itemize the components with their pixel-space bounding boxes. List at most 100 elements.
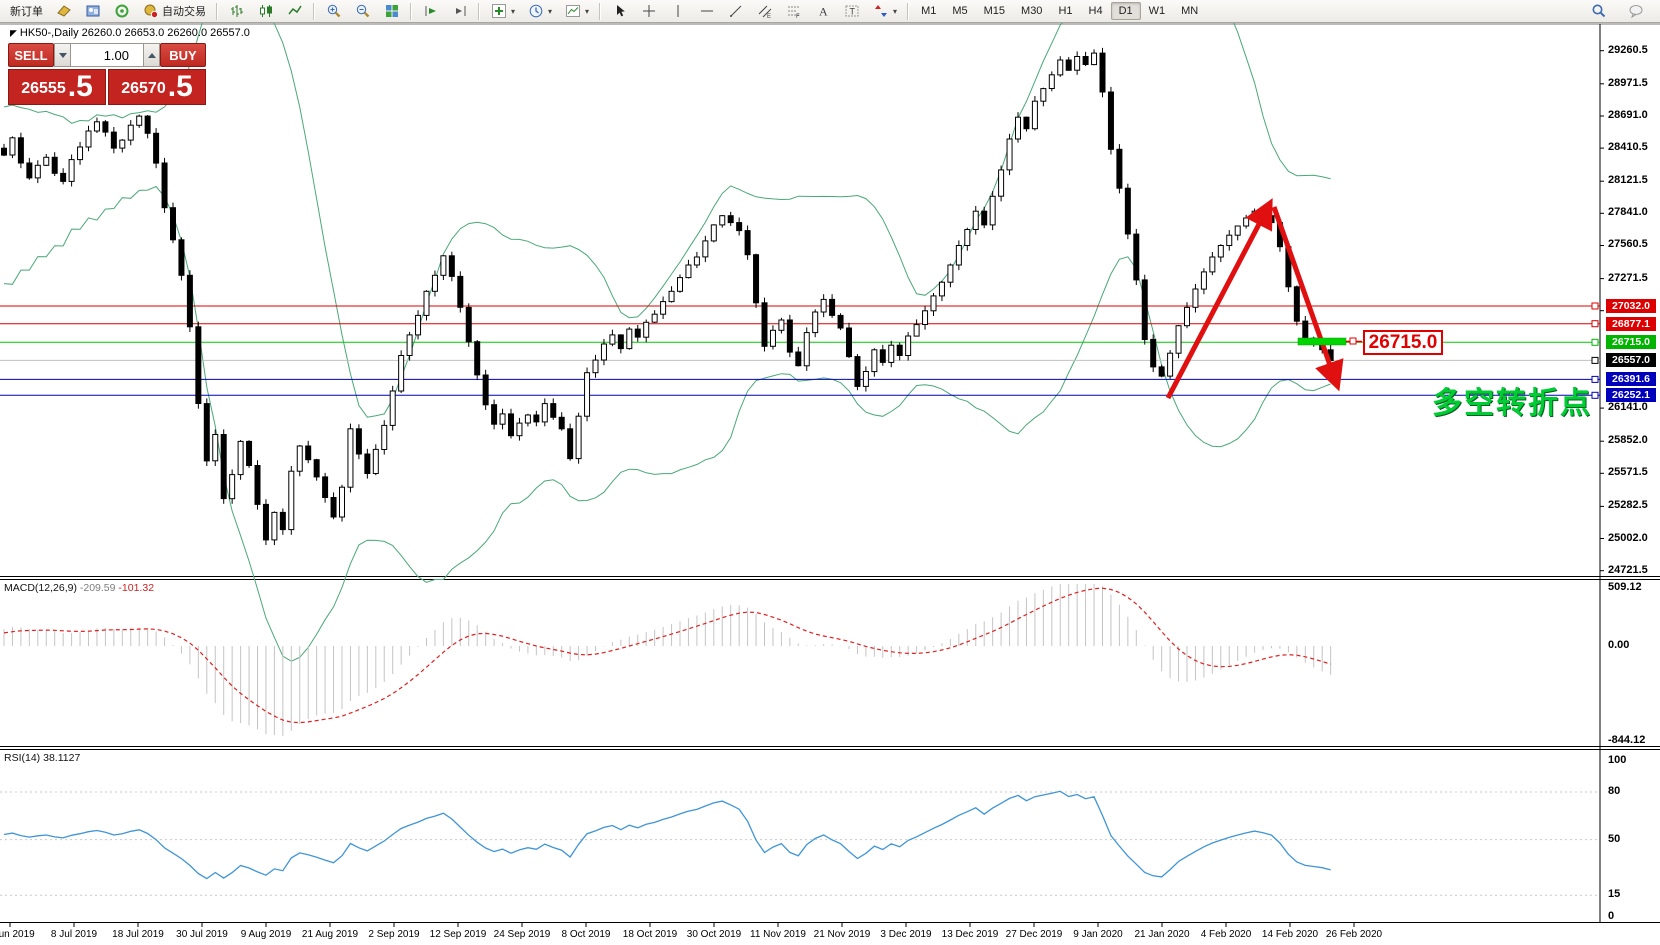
level-line-handle[interactable] — [1591, 391, 1599, 399]
price-axis-tick-label: 28971.5 — [1608, 76, 1648, 89]
data-window-button[interactable] — [78, 2, 107, 20]
callout-connector-handle[interactable] — [1349, 337, 1357, 345]
macd-signal-line — [3, 587, 1331, 724]
toolbar-separator — [599, 2, 602, 20]
level-line-handle[interactable] — [1591, 375, 1599, 383]
timeframe-button-m5[interactable]: M5 — [952, 5, 968, 17]
candle-body — [313, 459, 320, 478]
candle-body — [879, 349, 886, 363]
candle-body — [677, 277, 683, 292]
candle-body — [1243, 217, 1250, 227]
tile-windows-button[interactable] — [377, 2, 406, 20]
templates-button[interactable]: ▾ — [558, 2, 595, 20]
candle-body — [820, 298, 827, 313]
timeframe-button-d1[interactable]: D1 — [1110, 2, 1141, 20]
crosshair-button[interactable] — [634, 2, 663, 20]
market-watch-button[interactable] — [49, 2, 78, 20]
chart-title-text: HK50-,Daily 26260.0 26653.0 26260.0 2655… — [19, 27, 250, 39]
price-level-badge: 26557.0 — [1606, 353, 1656, 368]
candle-body — [1040, 88, 1047, 102]
arrows-button[interactable]: ▾ — [866, 2, 903, 20]
candle-body — [736, 222, 743, 232]
candle-body — [398, 355, 405, 392]
timeframe-button-m15[interactable]: M15 — [983, 5, 1006, 17]
candles-chart-button[interactable] — [251, 2, 280, 20]
candle-body — [431, 274, 438, 292]
periods-button[interactable]: ▾ — [521, 2, 558, 20]
candle-body — [854, 356, 861, 387]
candle-body — [600, 343, 607, 361]
text-label-button[interactable]: T — [837, 2, 866, 20]
sell-price[interactable]: 26555 .5 — [8, 69, 106, 105]
svg-text:E: E — [767, 14, 771, 19]
zoom-in-button[interactable] — [319, 2, 348, 20]
horizontal-line-button[interactable] — [692, 2, 721, 20]
candle-body — [119, 139, 126, 149]
text-button[interactable]: A — [808, 2, 837, 20]
up-triangle-icon — [147, 52, 156, 58]
volume-decrease-button[interactable] — [54, 43, 71, 67]
timeframe-button-h1[interactable]: H1 — [1058, 5, 1073, 17]
level-line-handle[interactable] — [1591, 356, 1599, 364]
indicators-button[interactable]: ▾ — [484, 2, 521, 20]
price-axis-tick-label: 24721.5 — [1608, 563, 1648, 576]
sell-button[interactable]: SELL — [8, 43, 54, 67]
candle-body — [1200, 271, 1207, 290]
text-label-icon: T — [843, 3, 860, 20]
date-axis-label: 8 Oct 2019 — [561, 929, 611, 940]
chevron-down-icon: ▾ — [511, 6, 516, 16]
chat-button[interactable] — [1621, 2, 1650, 20]
auto-scroll-button[interactable] — [416, 2, 445, 20]
new-order-button[interactable]: 新订单 — [10, 6, 43, 18]
level-line-handle[interactable] — [1591, 302, 1599, 310]
price-callout-label[interactable]: 26715.0 — [1363, 330, 1443, 355]
candle-body — [381, 424, 388, 450]
volume-input[interactable] — [71, 43, 143, 67]
candle-body — [389, 390, 396, 426]
timeframe-button-w1[interactable]: W1 — [1148, 5, 1166, 17]
candle-body — [110, 131, 117, 149]
volume-increase-button[interactable] — [143, 43, 160, 67]
candle-body — [1015, 116, 1021, 140]
candle-body — [702, 240, 709, 258]
fibonacci-button[interactable]: F — [779, 2, 808, 20]
chart-shift-button[interactable] — [445, 2, 474, 20]
candle-body — [415, 314, 422, 336]
candle-body — [364, 453, 371, 474]
cursor-button[interactable] — [605, 2, 634, 20]
price-axis-tick-label: 25002.0 — [1608, 531, 1648, 544]
candle-body — [972, 210, 979, 230]
candle-body — [1099, 52, 1106, 93]
level-line-handle[interactable] — [1591, 338, 1599, 346]
candle-body — [829, 298, 836, 316]
candle-body — [1184, 306, 1190, 327]
trendline-button[interactable] — [721, 2, 750, 20]
candle-body — [812, 311, 819, 334]
date-axis-label: 18 Oct 2019 — [622, 929, 678, 940]
buy-price[interactable]: 26570 .5 — [108, 69, 206, 105]
signals-button[interactable] — [107, 2, 136, 20]
zoom-out-icon — [354, 3, 371, 20]
toolbar-separator — [313, 2, 315, 20]
vertical-line-button[interactable] — [663, 2, 692, 20]
zoom-out-button[interactable] — [348, 2, 377, 20]
line-chart-button[interactable] — [280, 2, 309, 20]
equidistant-channel-button[interactable]: E — [750, 2, 779, 20]
candle-body — [710, 224, 717, 242]
auto-trading-button[interactable]: 自动交易 — [136, 2, 212, 20]
timeframe-button-mn[interactable]: MN — [1181, 5, 1199, 17]
equidistant-channel-icon: E — [756, 3, 773, 20]
bars-chart-button[interactable] — [222, 2, 251, 20]
timeframe-button-m1[interactable]: M1 — [921, 5, 937, 17]
timeframe-button-m30[interactable]: M30 — [1021, 5, 1043, 17]
level-line-handle[interactable] — [1591, 320, 1599, 328]
timeframe-button-h4[interactable]: H4 — [1088, 5, 1103, 17]
search-button[interactable] — [1584, 2, 1613, 20]
date-axis-label: 13 Dec 2019 — [941, 929, 999, 940]
buy-button[interactable]: BUY — [160, 43, 206, 67]
candle-body — [482, 374, 489, 406]
cursor-icon — [611, 3, 628, 20]
green-highlight-bar[interactable] — [1297, 337, 1347, 346]
